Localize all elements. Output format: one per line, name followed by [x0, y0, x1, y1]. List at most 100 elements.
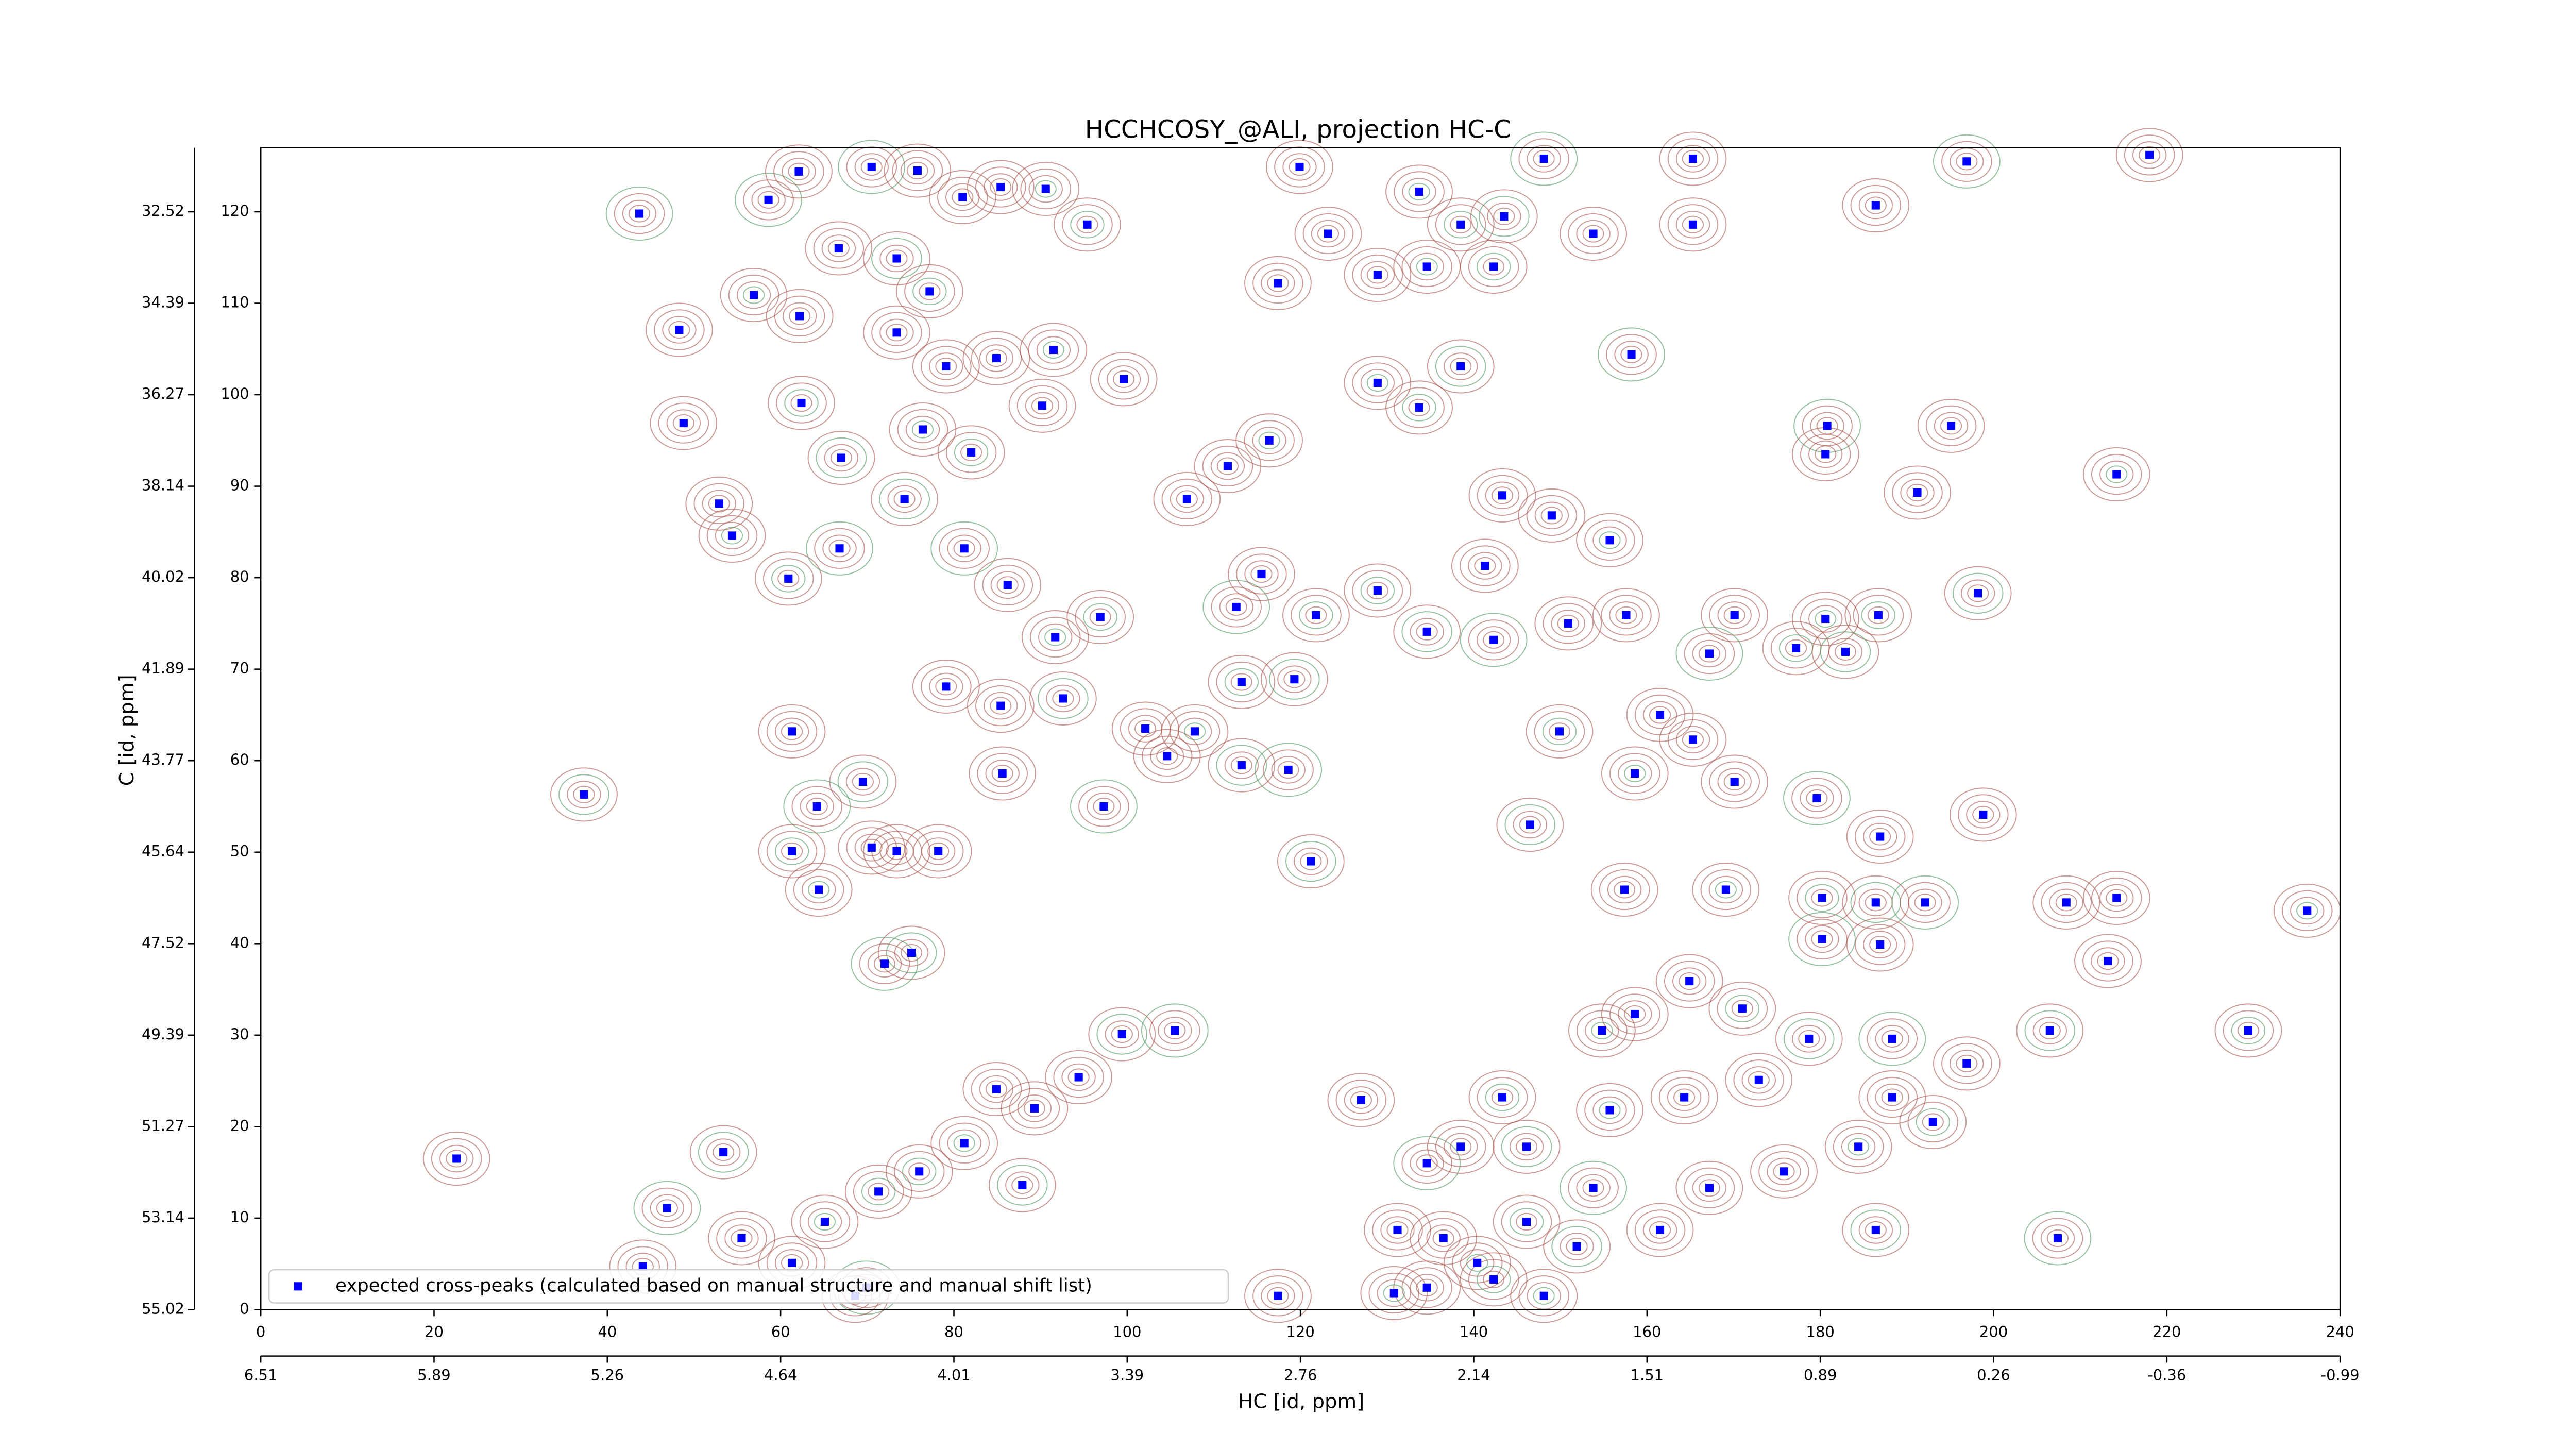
contour [791, 786, 843, 827]
contour [1914, 894, 1936, 912]
x-ppm-tick-label: 1.51 [1631, 1366, 1664, 1384]
peak-marker [1871, 1225, 1880, 1235]
contour [1230, 673, 1252, 691]
contour [1020, 168, 1072, 210]
peak-marker [1655, 1225, 1665, 1235]
contour [1385, 164, 1453, 219]
contour [1008, 378, 1076, 433]
contour [763, 558, 814, 599]
chart-title: HCCHCOSY_@ALI, projection HC-C [1085, 115, 1511, 144]
contour [859, 943, 910, 984]
contour [1848, 1138, 1870, 1156]
contour [2231, 1017, 2266, 1044]
legend-label: expected cross-peaks (calculated based o… [335, 1275, 1092, 1296]
contour [1708, 981, 1776, 1036]
contour [893, 1151, 945, 1192]
x-tick-label: 0 [256, 1323, 265, 1341]
contour [713, 1143, 735, 1161]
x-tick-label: 160 [1633, 1323, 1661, 1341]
contour [1684, 1167, 1735, 1208]
contour [1534, 596, 1602, 651]
contour [1372, 1209, 1423, 1251]
contour [1410, 252, 1444, 281]
contour [1542, 717, 1577, 746]
contour [867, 950, 902, 978]
y-tick-label: 20 [230, 1117, 249, 1134]
peak-marker [1312, 611, 1320, 619]
contour [1291, 595, 1342, 636]
contour [912, 659, 980, 714]
contour [1025, 392, 1060, 420]
contour [897, 409, 948, 450]
contour [1111, 1025, 1133, 1043]
peak-marker [1522, 1142, 1531, 1151]
contour [1725, 995, 1759, 1023]
contour [1352, 570, 1403, 611]
contour [1601, 987, 1669, 1041]
contour [1029, 616, 1081, 658]
peak-marker [2045, 1026, 2054, 1035]
contour [1427, 197, 1495, 252]
contour [774, 717, 809, 746]
contour [1009, 1088, 1060, 1129]
contour [1841, 1133, 1876, 1161]
peak-marker [2104, 956, 2112, 966]
contour [735, 173, 803, 227]
contour [1266, 140, 1333, 194]
contour [1808, 440, 1843, 468]
x-tick-label: 180 [1806, 1323, 1835, 1341]
y-axis-label: C [id, ppm] [115, 675, 139, 786]
contour [828, 540, 851, 558]
contour [1805, 884, 1839, 912]
contour [939, 528, 990, 569]
contour [1842, 178, 1910, 233]
contour [971, 338, 1022, 379]
contour [791, 1194, 859, 1249]
contour [928, 170, 996, 225]
contour [911, 420, 934, 439]
peak-marker [900, 495, 909, 503]
contour [2115, 128, 2183, 182]
contour [1900, 479, 1935, 507]
contour [945, 432, 997, 473]
contour [871, 312, 922, 353]
contour [550, 767, 618, 822]
contour [1255, 743, 1323, 797]
contour [1865, 196, 1887, 214]
peak-marker [1705, 649, 1714, 658]
contour [793, 869, 844, 911]
peak-marker [1059, 694, 1067, 703]
contour [1088, 1007, 1156, 1062]
contour [1784, 1018, 1835, 1059]
peak-marker [663, 1204, 671, 1212]
y-tick-label: 110 [221, 293, 249, 311]
contour [984, 692, 1018, 720]
contour [977, 753, 1028, 794]
x-tick-label: 240 [2326, 1323, 2354, 1341]
contour [1011, 1176, 1033, 1194]
contour [1067, 1068, 1090, 1086]
peak-marker [1818, 935, 1826, 943]
contour [1294, 207, 1362, 261]
contour [990, 571, 1025, 599]
contour [736, 281, 771, 309]
contour [1577, 1010, 1628, 1051]
contour [2041, 882, 2092, 923]
contour [805, 221, 873, 276]
contour [1908, 888, 1942, 917]
contour [1344, 563, 1412, 618]
contour [997, 1165, 1048, 1206]
peak-marker [797, 398, 806, 408]
peak-marker [1627, 350, 1636, 359]
contour [1244, 1269, 1312, 1323]
peak-marker [892, 847, 901, 856]
contour [1515, 1212, 1538, 1231]
contour [1070, 211, 1105, 239]
contour [1274, 146, 1325, 188]
contour [1493, 207, 1515, 225]
contour [1526, 704, 1594, 759]
contour [1815, 610, 1837, 628]
contour [1044, 628, 1066, 646]
contour [1283, 670, 1306, 688]
contour [721, 527, 743, 545]
